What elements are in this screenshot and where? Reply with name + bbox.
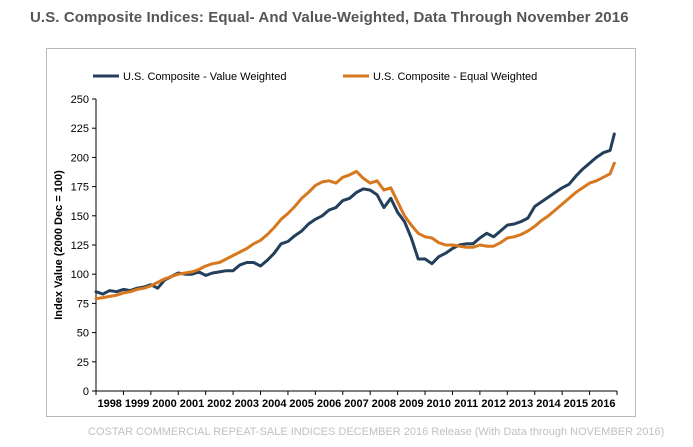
x-tick-label: 2005	[289, 398, 313, 410]
chart-frame: 0 25 50 75 100 125 150 175 200 225 250 1998 1999 2000…	[46, 48, 636, 417]
x-tick-label: 2014	[536, 398, 561, 410]
chart-footer: COSTAR COMMERCIAL REPEAT-SALE INDICES DE…	[88, 426, 664, 438]
legend-label: U.S. Composite - Equal Weighted	[373, 71, 537, 83]
x-tick-label: 2001	[180, 398, 204, 410]
x-tick-label: 2000	[152, 398, 176, 410]
series-line-value-weighted	[94, 132, 616, 296]
y-tick-label: 100	[71, 269, 89, 281]
footer-release: DECEMBER 2016 Release (With Data through…	[338, 426, 665, 438]
x-tick-label: 2012	[481, 398, 505, 410]
footer-source: COSTAR COMMERCIAL REPEAT-SALE INDICES	[88, 426, 336, 438]
y-tick-label: 225	[71, 123, 89, 135]
y-tick-label: 250	[71, 94, 89, 106]
x-tick-label: 1998	[97, 398, 121, 410]
x-tick-label: 2006	[317, 398, 341, 410]
y-tick-label: 175	[71, 182, 89, 194]
x-tick-label: 2015	[564, 398, 588, 410]
y-tick-label: 200	[71, 152, 89, 164]
series-line-equal-weighted	[94, 161, 616, 301]
y-tick-label: 125	[71, 240, 89, 252]
y-tick-label: 25	[77, 357, 89, 369]
x-tick-label: 2011	[454, 398, 478, 410]
x-tick-label: 2003	[235, 398, 259, 410]
x-tick-label: 2008	[372, 398, 396, 410]
x-tick-label: 2007	[344, 398, 368, 410]
x-tick-label: 1999	[125, 398, 149, 410]
x-tick-label: 2016	[591, 398, 615, 410]
x-tick-label: 2002	[207, 398, 231, 410]
chart-title: U.S. Composite Indices: Equal- And Value…	[30, 9, 629, 26]
x-tick-label: 2004	[262, 398, 287, 410]
y-tick-label: 75	[77, 298, 89, 310]
y-axis-title: Index Value (2000 Dec = 100)	[53, 170, 65, 320]
line-chart: 0 25 50 75 100 125 150 175 200 225 250 1998 1999 2000…	[53, 71, 618, 410]
y-tick-label: 150	[71, 211, 89, 223]
y-tick-label: 0	[83, 386, 89, 398]
x-tick-label: 2013	[509, 398, 533, 410]
y-tick-label: 50	[77, 328, 89, 340]
x-tick-label: 2010	[427, 398, 451, 410]
x-tick-label: 2009	[399, 398, 423, 410]
legend-label: U.S. Composite - Value Weighted	[123, 71, 286, 83]
